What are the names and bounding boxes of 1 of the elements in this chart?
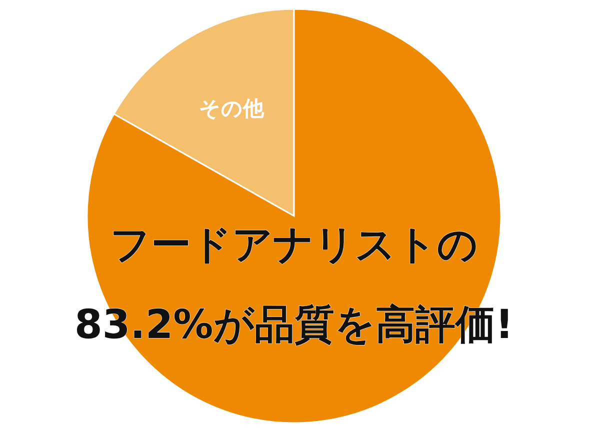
text: フードアナリストの (110, 222, 478, 268)
